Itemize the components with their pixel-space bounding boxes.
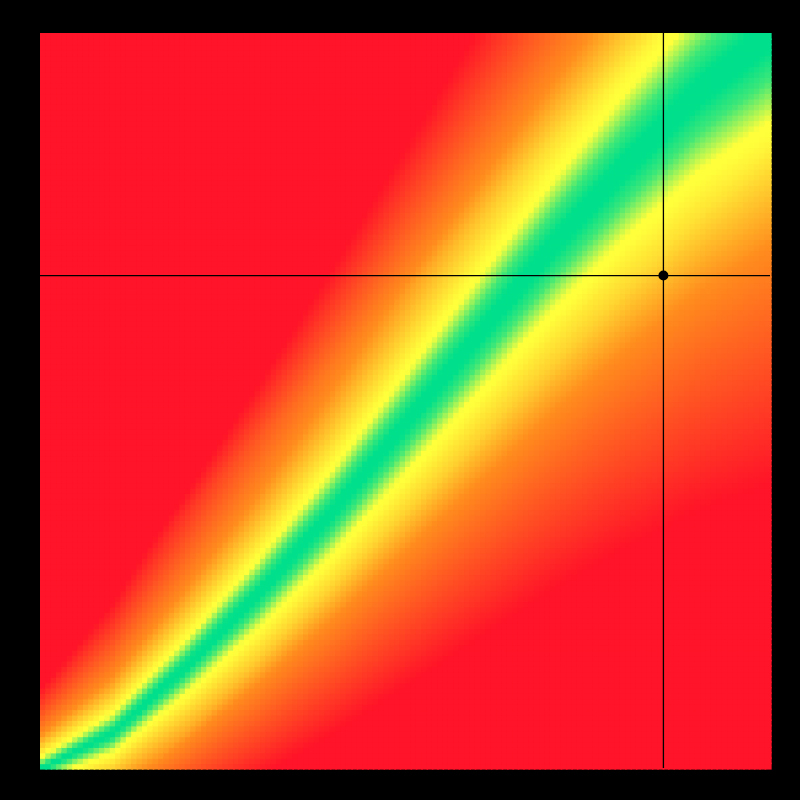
bottleneck-heatmap — [0, 0, 800, 800]
chart-container: TheBottleneck.com — [0, 0, 800, 800]
